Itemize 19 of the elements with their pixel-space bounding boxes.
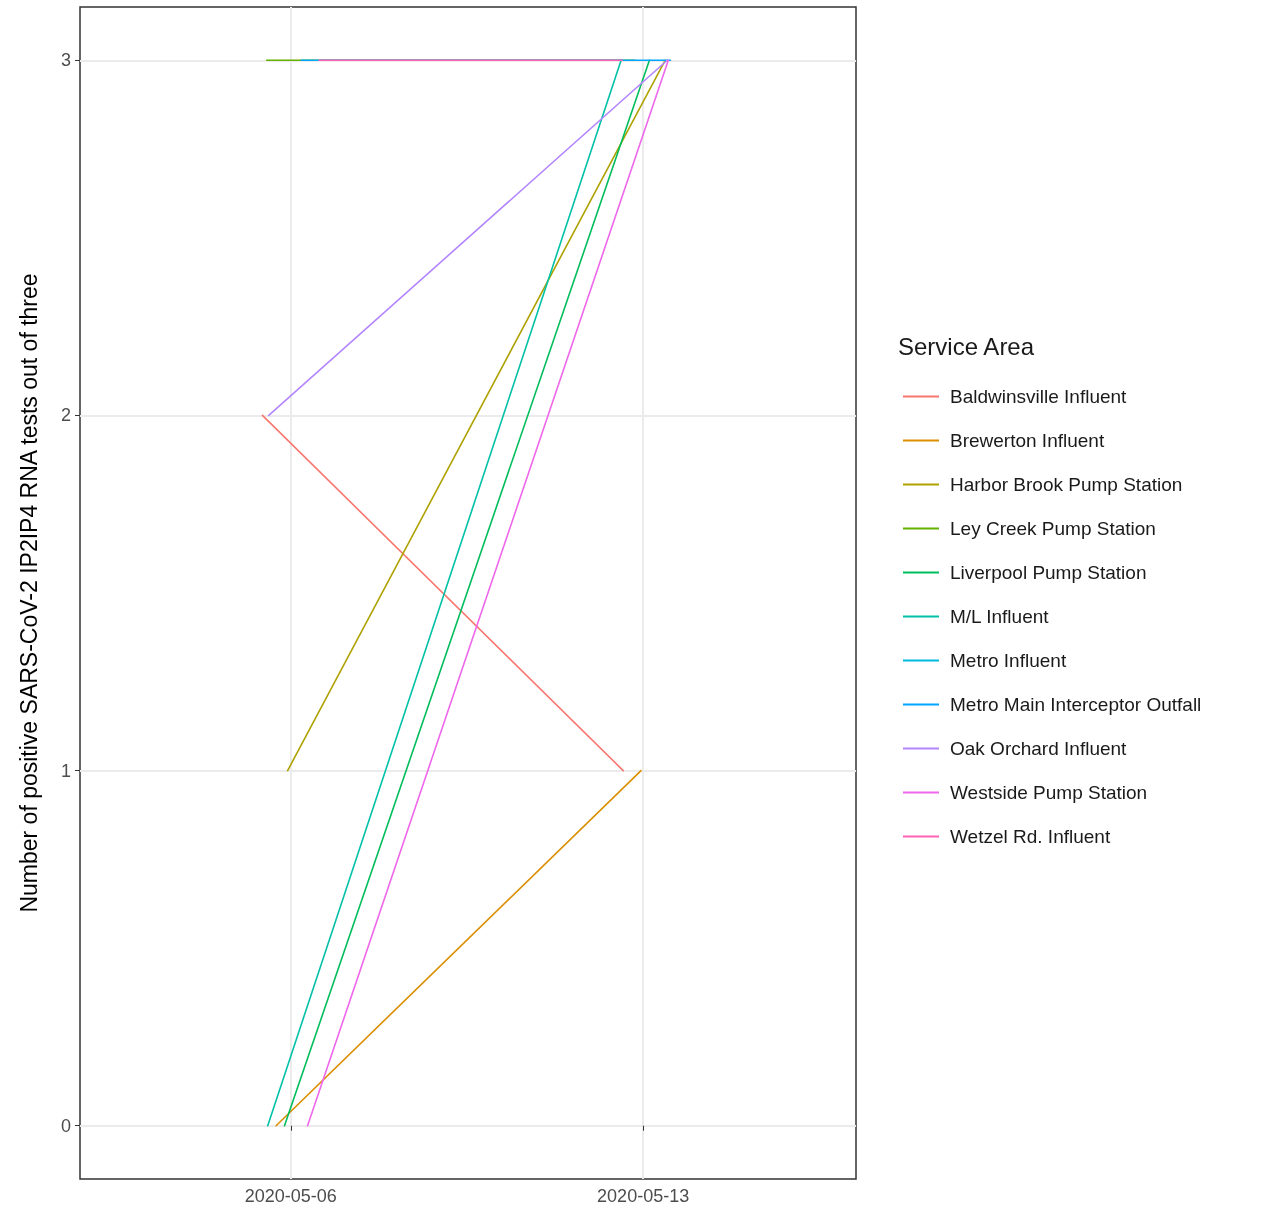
y-tick-label: 2 [60,405,71,426]
legend-label: Wetzel Rd. Influent [950,826,1111,847]
legend-label: Liverpool Pump Station [950,562,1147,583]
y-tick-label: 0 [60,1115,71,1136]
legend-label: Metro Influent [950,650,1067,671]
x-tick-label: 2020-05-06 [244,1186,337,1206]
legend-title: Service Area [898,332,1035,360]
legend-label: Westside Pump Station [950,782,1148,803]
legend-label: Baldwinsville Influent [950,386,1128,407]
y-axis-title: Number of positive SARS-CoV-2 IP2IP4 RNA tests out of three [15,273,42,913]
x-tick-label: 2020-05-13 [597,1186,690,1206]
legend-label: Oak Orchard Influent [950,738,1128,759]
legend-label: Metro Main Interceptor Outfall [950,694,1202,715]
legend-label: M/L Influent [950,606,1050,627]
y-tick-label: 3 [60,50,71,71]
legend-label: Harbor Brook Pump Station [950,474,1183,495]
y-tick-label: 1 [60,760,71,781]
legend-label: Brewerton Influent [950,430,1105,451]
legend-label: Ley Creek Pump Station [950,518,1156,539]
